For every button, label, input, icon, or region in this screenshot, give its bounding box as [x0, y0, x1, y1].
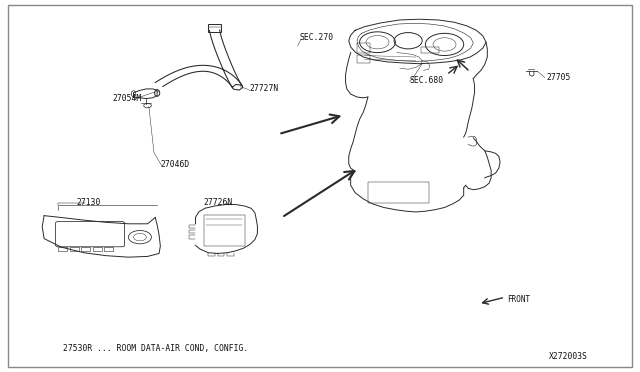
Text: 27130: 27130: [76, 198, 100, 207]
Text: X272003S: X272003S: [549, 352, 588, 361]
Bar: [357, 43, 370, 53]
Bar: [104, 247, 113, 251]
Text: 27727N: 27727N: [250, 84, 279, 93]
Bar: [93, 247, 102, 251]
Bar: [70, 247, 79, 251]
Bar: [368, 182, 429, 203]
Bar: [58, 247, 67, 251]
Text: 27046D: 27046D: [161, 160, 189, 169]
Bar: [204, 215, 245, 246]
Text: SEC.680: SEC.680: [410, 76, 444, 85]
Bar: [357, 55, 370, 63]
Text: 27705: 27705: [547, 73, 571, 82]
Text: 27530R ... ROOM DATA-AIR COND, CONFIG.: 27530R ... ROOM DATA-AIR COND, CONFIG.: [63, 344, 248, 353]
Text: 27726N: 27726N: [204, 198, 233, 207]
Text: SEC.270: SEC.270: [300, 33, 333, 42]
Text: FRONT: FRONT: [507, 295, 530, 304]
Bar: [421, 46, 439, 53]
Text: 27054M: 27054M: [113, 94, 141, 103]
Bar: [81, 247, 90, 251]
